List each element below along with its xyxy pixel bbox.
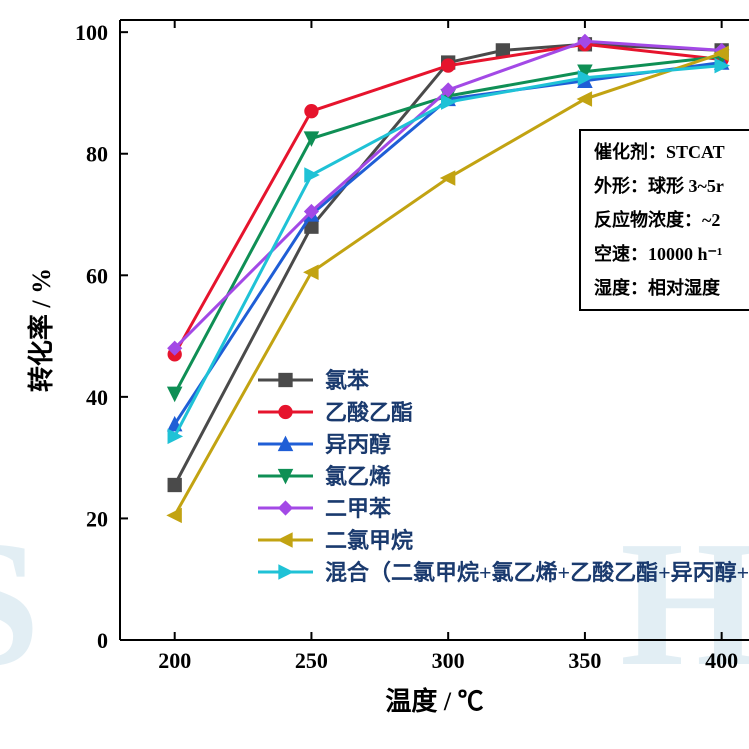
marker (169, 388, 181, 400)
conversion-chart: 0 20 40 60 80 100 200 250 300 350 400 温度 / ℃ 转化率 / %… (0, 0, 749, 749)
legend-label: 异丙醇 (325, 432, 391, 457)
legend-label: 二甲苯 (325, 496, 392, 521)
legend-label: 氯乙烯 (325, 464, 391, 489)
marker (279, 374, 291, 386)
y-tick-label: 40 (86, 385, 108, 410)
legend-label: 二氯甲烷 (325, 528, 413, 553)
y-tick-label: 0 (97, 628, 108, 653)
marker (279, 534, 291, 546)
legend-label: 乙酸乙酯 (325, 400, 413, 425)
marker (169, 430, 181, 442)
legend-label: 氯苯 (325, 368, 370, 393)
marker (279, 406, 291, 418)
info-line: 反应物浓度：~2 (594, 209, 720, 230)
x-axis-title: 温度 / ℃ (385, 686, 483, 716)
marker (279, 502, 291, 514)
y-tick-label: 80 (86, 142, 108, 167)
info-line: 催化剂：STCAT (594, 141, 725, 162)
info-line: 外形：球形 3~5r (594, 175, 724, 196)
marker (169, 509, 181, 521)
x-tick-label: 300 (432, 648, 465, 673)
x-tick-label: 400 (705, 648, 738, 673)
y-axis-title: 转化率 / % (26, 268, 56, 392)
marker (305, 266, 317, 278)
y-tick-label: 20 (86, 506, 108, 531)
info-line: 湿度：相对湿度 (594, 277, 721, 298)
marker (169, 479, 181, 491)
marker (305, 105, 317, 117)
x-tick-label: 350 (568, 648, 601, 673)
marker (305, 169, 317, 181)
marker (579, 93, 591, 105)
x-tick-label: 250 (295, 648, 328, 673)
marker (442, 59, 454, 71)
y-tick-label: 60 (86, 263, 108, 288)
legend-label: 混合（二氯甲烷+氯乙烯+乙酸乙酯+异丙醇+氯 (325, 560, 749, 585)
x-tick-label: 200 (158, 648, 191, 673)
info-line: 空速：10000 h⁻¹ (594, 243, 722, 264)
marker (279, 566, 291, 578)
marker (497, 44, 509, 56)
y-tick-label: 100 (75, 20, 108, 45)
